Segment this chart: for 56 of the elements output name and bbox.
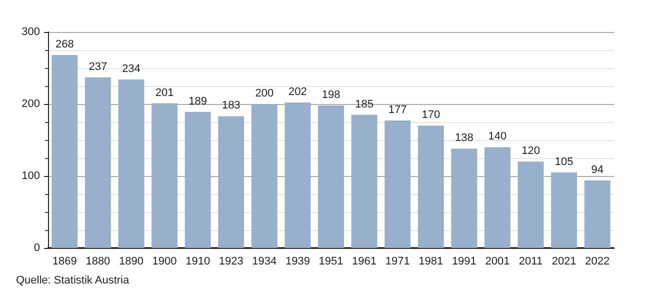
x-tick-label: 1900 [152, 256, 177, 268]
x-tick-label: 1923 [218, 256, 244, 268]
x-tick-label: 1934 [252, 256, 277, 268]
bar [484, 147, 510, 248]
data-label: 185 [355, 98, 374, 110]
bar [184, 112, 211, 248]
data-label: 201 [155, 86, 174, 99]
x-tick-label: 1961 [352, 256, 377, 268]
bar [451, 148, 478, 248]
data-label: 202 [288, 86, 307, 98]
bar [84, 77, 111, 248]
x-tick-label: 2011 [518, 256, 543, 268]
bar [284, 102, 311, 248]
data-label: 268 [55, 38, 74, 51]
bar [152, 103, 178, 248]
x-tick-label: 1951 [318, 256, 344, 268]
data-label: 138 [454, 132, 474, 144]
data-label: 200 [255, 88, 274, 100]
x-tick-label: 1869 [52, 256, 77, 268]
x-tick-label: 1939 [285, 256, 310, 268]
x-tick-label: 1971 [385, 256, 410, 268]
bar [118, 80, 144, 248]
bar [418, 126, 444, 248]
x-tick-label: 2022 [585, 256, 610, 268]
bar [518, 162, 544, 248]
x-tick-label: 2021 [552, 256, 576, 268]
data-label: 170 [422, 109, 440, 122]
y-tick-label: 0 [34, 242, 40, 254]
x-tick-label: 2001 [485, 256, 510, 268]
source-note: Quelle: Statistik Austria [16, 274, 130, 286]
y-tick-label: 100 [22, 170, 40, 182]
data-label: 140 [488, 130, 507, 143]
data-label: 94 [591, 164, 604, 176]
bar [551, 172, 578, 248]
data-label: 183 [222, 100, 240, 112]
bar [351, 114, 378, 248]
bar [218, 116, 244, 248]
y-tick-label: 300 [22, 26, 40, 38]
data-label: 198 [322, 88, 340, 101]
bar [384, 120, 411, 248]
x-tick-label: 1910 [186, 256, 210, 268]
data-label: 177 [388, 104, 407, 116]
x-tick-label: 1981 [418, 256, 444, 268]
data-label: 237 [88, 60, 108, 73]
bar [251, 104, 278, 248]
x-tick-label: 1991 [452, 256, 476, 268]
bar [584, 180, 610, 248]
bar [52, 55, 78, 248]
data-label: 189 [188, 95, 208, 108]
data-label: 120 [522, 145, 540, 158]
x-tick-label: 1890 [118, 256, 144, 268]
data-label: 105 [554, 156, 574, 168]
bar [318, 105, 344, 248]
x-tick-label: 1880 [86, 256, 110, 268]
y-tick-label: 200 [22, 98, 40, 110]
data-label: 234 [122, 63, 140, 76]
